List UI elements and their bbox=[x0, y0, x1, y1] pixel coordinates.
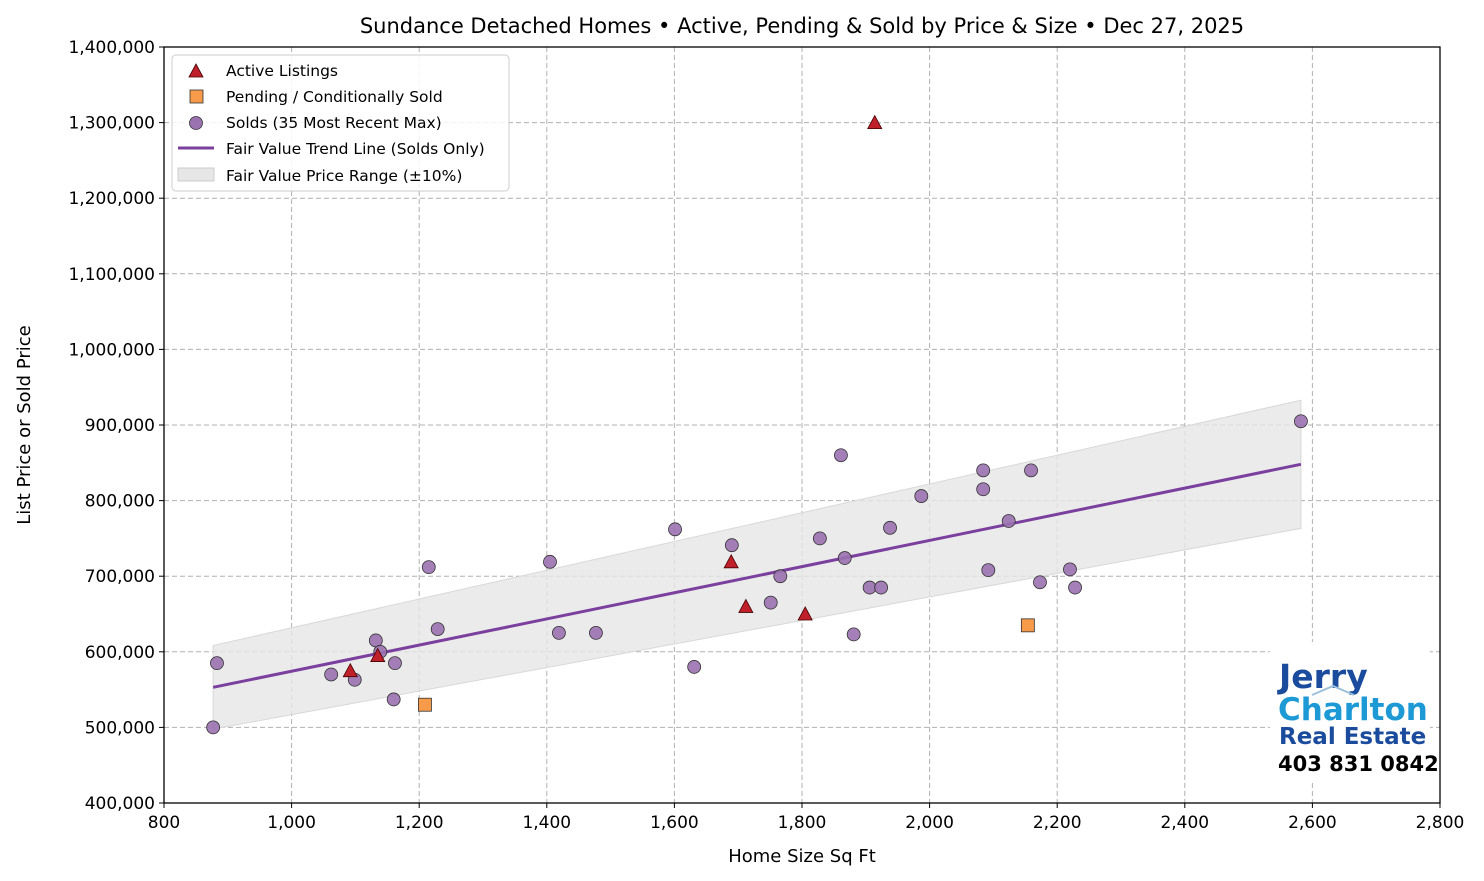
x-tick-label: 1,400 bbox=[522, 813, 571, 833]
plot-frame bbox=[163, 46, 1441, 804]
chart-title: Sundance Detached Homes • Active, Pendin… bbox=[360, 14, 1244, 38]
x-tick-label: 2,600 bbox=[1288, 813, 1337, 833]
y-tick-label: 1,200,000 bbox=[68, 189, 155, 209]
active-point bbox=[797, 606, 813, 621]
sold-point bbox=[1024, 463, 1038, 478]
x-tick-label: 2,800 bbox=[1416, 813, 1465, 833]
sold-point bbox=[1033, 575, 1047, 590]
sold-point bbox=[846, 627, 861, 642]
y-tick-label: 1,300,000 bbox=[68, 114, 155, 134]
legend-active: Active Listings bbox=[226, 62, 338, 80]
active-point bbox=[867, 114, 883, 130]
sold-point bbox=[386, 692, 401, 707]
y-tick-label: 800,000 bbox=[85, 492, 155, 512]
sold-point bbox=[1068, 580, 1082, 595]
active-point bbox=[723, 553, 739, 569]
x-tick-label: 800 bbox=[148, 813, 180, 833]
sold-point bbox=[687, 660, 702, 674]
x-tick-label: 1,800 bbox=[778, 813, 827, 833]
y-axis-label: List Price or Sold Price bbox=[14, 325, 35, 524]
legend-solds: Solds (35 Most Recent Max) bbox=[226, 114, 442, 132]
sold-point bbox=[206, 720, 221, 735]
legend: Active Listings Pending / Conditionally … bbox=[171, 54, 510, 192]
sold-point bbox=[1001, 514, 1016, 528]
sold-point bbox=[668, 522, 682, 537]
sold-point bbox=[976, 482, 991, 497]
sold-point bbox=[589, 626, 603, 640]
y-tick-label: 1,400,000 bbox=[68, 38, 155, 58]
x-axis-label: Home Size Sq Ft bbox=[728, 846, 876, 867]
sold-point bbox=[1294, 414, 1308, 429]
sold-point bbox=[543, 554, 557, 569]
sold-point bbox=[883, 520, 897, 535]
logo-line3: Real Estate bbox=[1279, 724, 1426, 750]
sold-point bbox=[981, 563, 996, 578]
sold-point bbox=[862, 580, 877, 595]
sold-point bbox=[874, 580, 889, 595]
sold-point bbox=[388, 656, 402, 671]
fair-value-band bbox=[212, 399, 1302, 730]
y-tick-label: 400,000 bbox=[85, 794, 155, 814]
sold-point bbox=[430, 622, 445, 637]
x-tick-label: 1,200 bbox=[395, 813, 444, 833]
legend-range: Fair Value Price Range (±10%) bbox=[226, 167, 462, 185]
legend-triangle-icon bbox=[188, 63, 204, 78]
y-tick-label: 1,100,000 bbox=[68, 265, 155, 285]
sold-point bbox=[837, 551, 852, 565]
sold-point bbox=[763, 595, 778, 610]
pending-point bbox=[418, 697, 432, 712]
active-point bbox=[370, 647, 386, 662]
sold-point bbox=[552, 626, 566, 640]
sold-point bbox=[773, 569, 788, 584]
x-tick-label: 2,000 bbox=[905, 813, 954, 833]
sold-point bbox=[812, 531, 827, 546]
sold-point bbox=[210, 656, 224, 671]
legend-band-icon bbox=[177, 167, 215, 182]
logo-phone: 403 831 0842 bbox=[1278, 752, 1439, 776]
sold-point bbox=[421, 560, 436, 575]
trend-line bbox=[212, 462, 1302, 689]
pending-point bbox=[1020, 618, 1035, 633]
legend-square-icon bbox=[189, 89, 204, 104]
legend-pending: Pending / Conditionally Sold bbox=[226, 88, 443, 106]
sold-point bbox=[324, 667, 339, 682]
x-tick-label: 1,000 bbox=[267, 813, 316, 833]
legend-circle-icon bbox=[189, 116, 203, 130]
y-tick-label: 600,000 bbox=[85, 643, 155, 663]
sold-point bbox=[914, 489, 929, 503]
x-tick-label: 2,400 bbox=[1160, 813, 1209, 833]
y-tick-label: 1,000,000 bbox=[68, 340, 155, 360]
x-tick-label: 2,200 bbox=[1033, 813, 1082, 833]
legend-trend: Fair Value Trend Line (Solds Only) bbox=[226, 140, 485, 158]
sold-point bbox=[724, 538, 739, 553]
y-tick-label: 700,000 bbox=[85, 567, 155, 587]
x-tick-label: 1,600 bbox=[650, 813, 699, 833]
sold-point bbox=[1063, 562, 1077, 577]
sold-point bbox=[834, 448, 848, 463]
sold-point bbox=[976, 463, 991, 478]
y-tick-label: 500,000 bbox=[85, 718, 155, 738]
company-logo: Jerry Charlton Real Estate 403 831 0842 bbox=[1270, 642, 1439, 782]
logo-line2: Charlton bbox=[1278, 692, 1428, 728]
y-tick-label: 900,000 bbox=[85, 416, 155, 436]
active-point bbox=[738, 598, 754, 613]
active-point bbox=[342, 662, 358, 678]
